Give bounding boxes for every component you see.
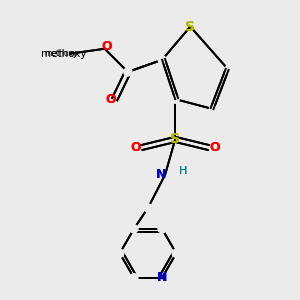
Circle shape [130,274,138,282]
Circle shape [130,225,138,233]
Text: N: N [157,271,167,284]
Text: O: O [101,40,112,53]
Circle shape [124,68,132,76]
Text: H: H [179,166,188,176]
Circle shape [209,105,217,113]
Text: N: N [156,168,166,181]
Text: methoxy: methoxy [40,49,86,59]
Text: O: O [130,141,141,154]
Text: O: O [130,141,141,154]
Circle shape [172,249,180,257]
Text: O: O [209,141,220,154]
Circle shape [158,56,166,64]
Text: H: H [179,166,188,176]
Circle shape [171,95,179,103]
Text: S: S [170,132,180,146]
Circle shape [144,204,152,212]
Text: O: O [209,141,220,154]
Text: O: O [105,93,116,106]
Text: N: N [157,271,167,284]
Text: N: N [156,168,166,181]
Text: O: O [105,93,116,106]
Circle shape [225,66,232,74]
Text: S: S [185,20,195,34]
Circle shape [158,225,166,233]
Text: S: S [170,132,180,146]
Text: O: O [101,40,112,53]
Text: S: S [185,20,195,34]
Circle shape [116,249,124,257]
Text: methoxy: methoxy [45,49,78,58]
